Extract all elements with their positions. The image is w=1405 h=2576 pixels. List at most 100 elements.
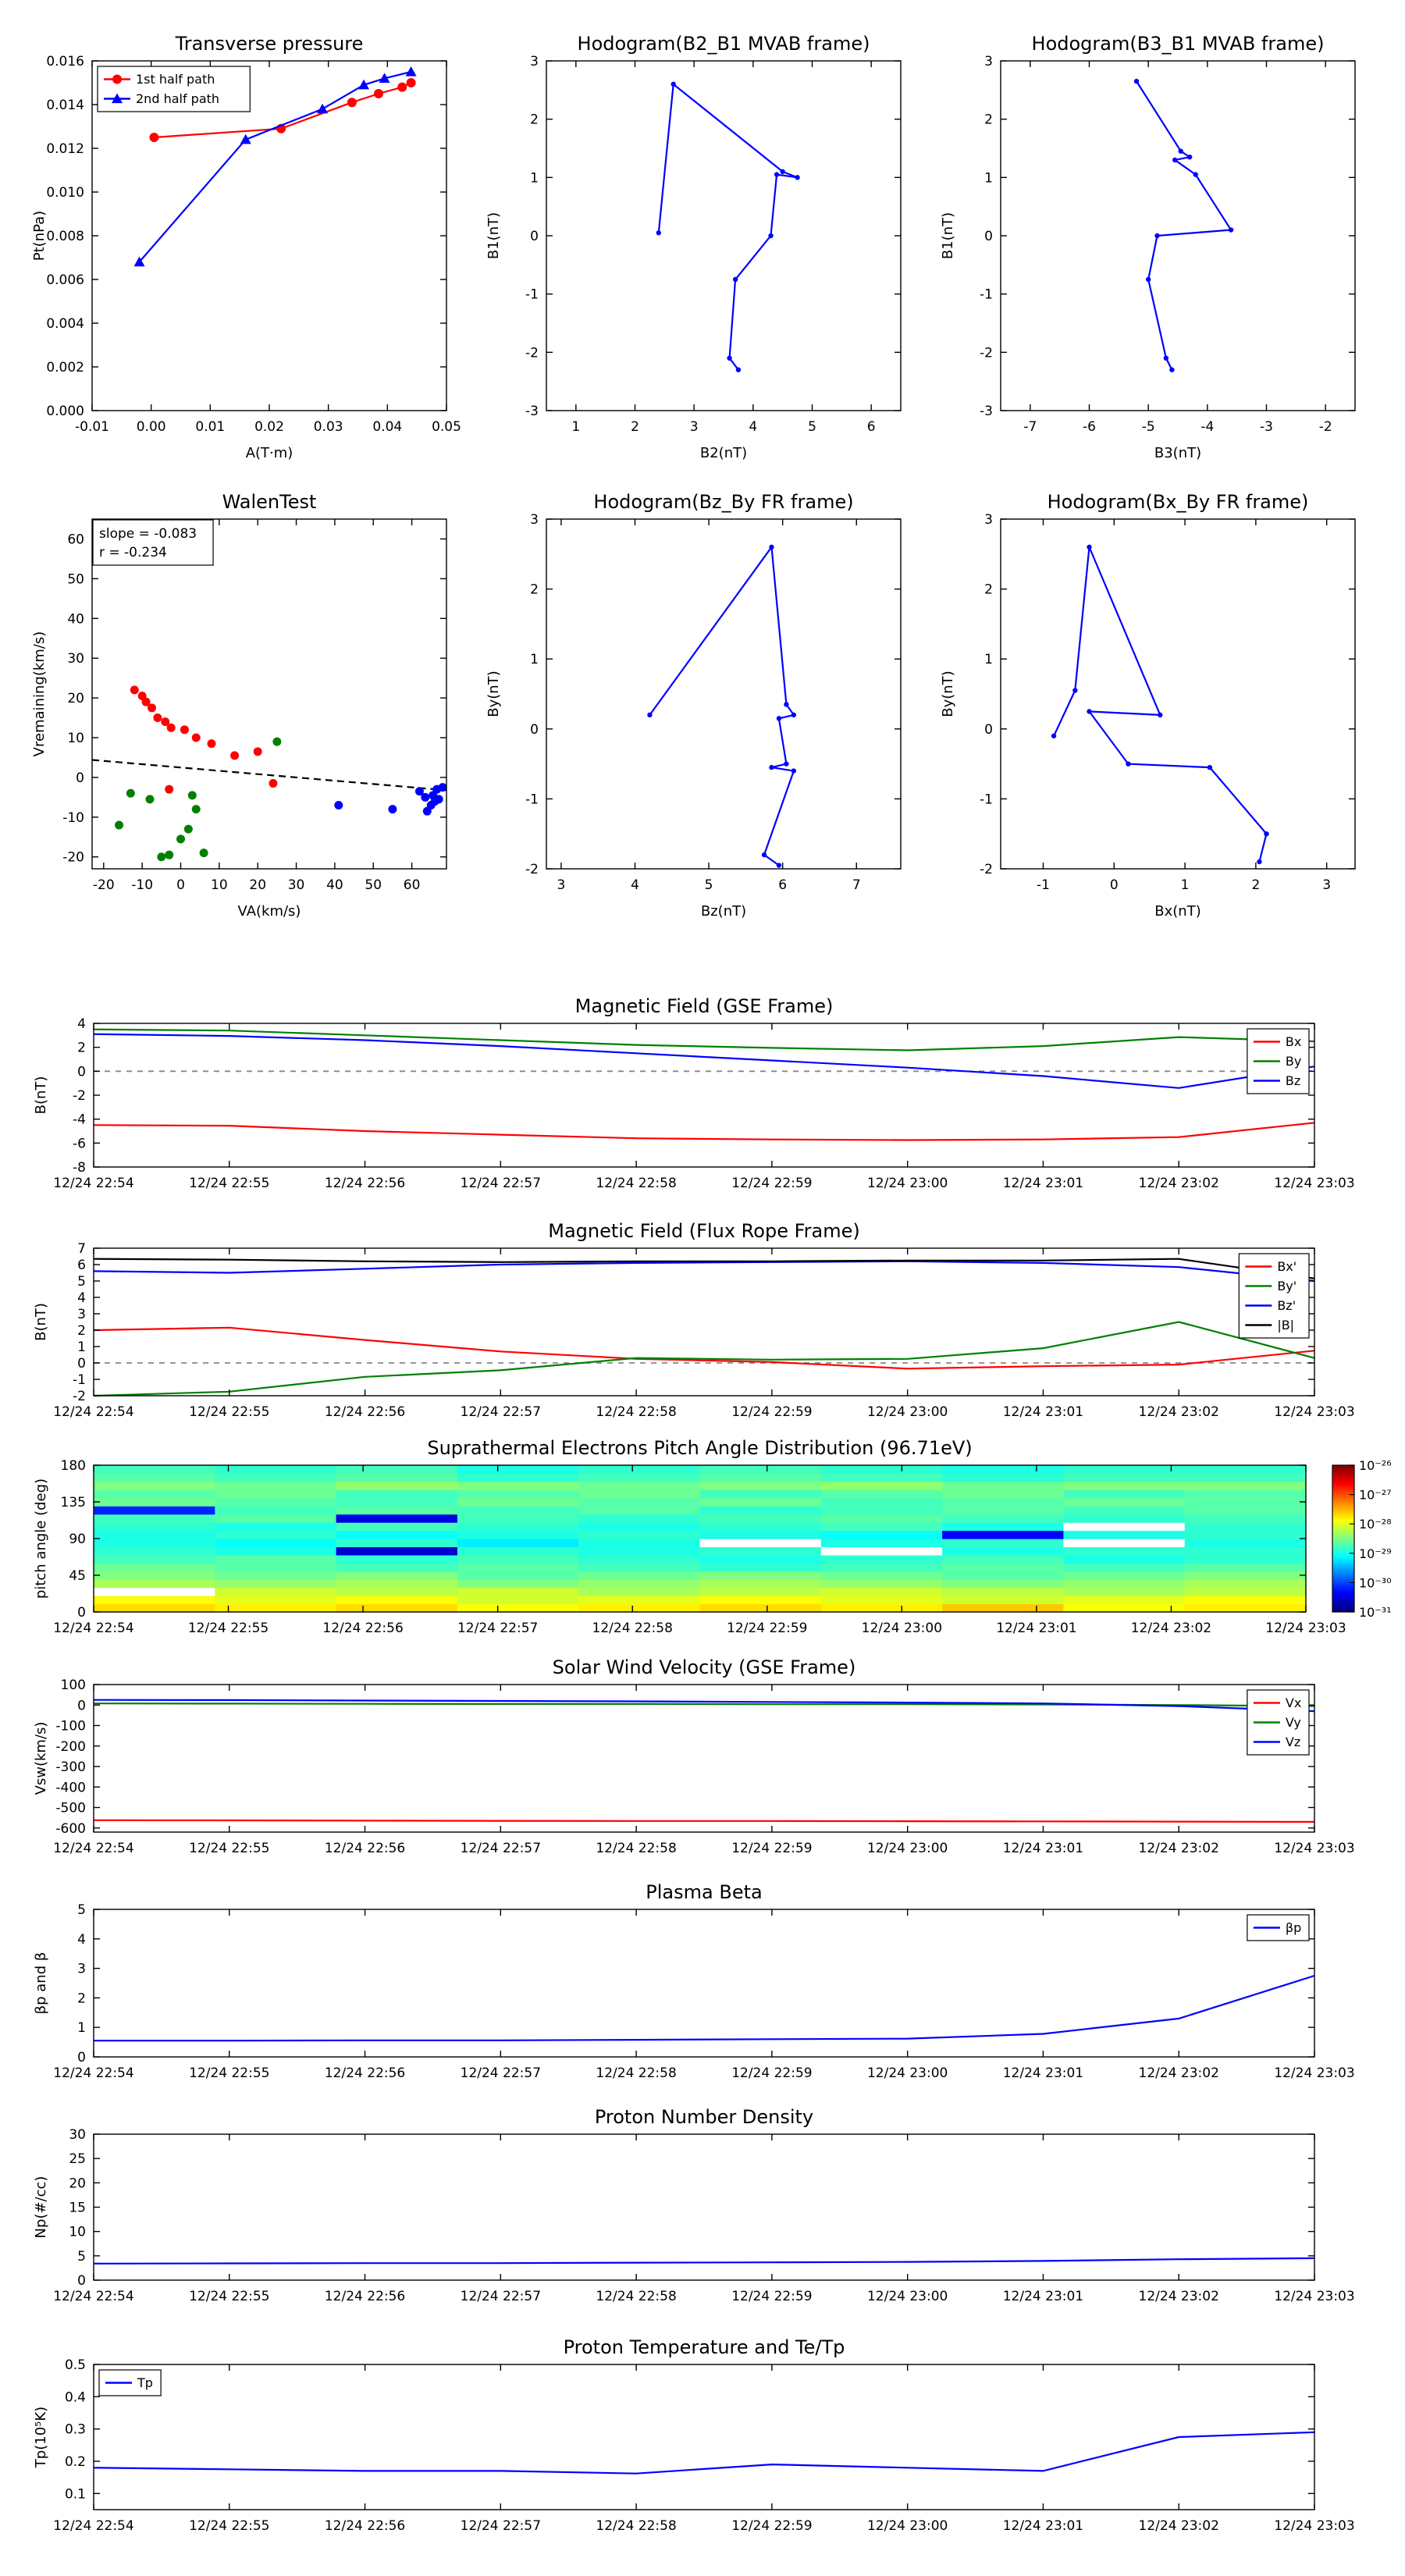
x-tick-label: 12/24 22:54	[53, 1841, 133, 1856]
x-tick-label: 12/24 23:02	[1139, 1176, 1219, 1191]
y-tick-label: 0.002	[46, 360, 84, 375]
y-tick-label: 4	[77, 1016, 86, 1032]
chart-solar-wind-velocity: 12/24 22:54 12/24 22:55 12/24 22:56 12/24 2…	[16, 1653, 1355, 1871]
legend-label: Vy	[1286, 1715, 1301, 1730]
x-tick-label: 12/24 23:00	[862, 1621, 942, 1636]
x-tick-label: 12/24 23:00	[867, 2065, 948, 2081]
y-tick-label: 0	[984, 229, 993, 244]
y-tick-label: -100	[55, 1719, 86, 1735]
transverse-pressure-svg: -0.01 0.00 0.01 0.02 0.03 0.04 0.05 0.000 0.002 0…	[31, 33, 461, 461]
y-axis-label: B(nT)	[33, 1076, 49, 1115]
x-tick-label: 12/24 23:03	[1274, 2289, 1354, 2304]
y-axis-label: Np(#/cc)	[33, 2176, 49, 2239]
x-tick-label: 1	[571, 419, 580, 435]
x-tick-label: -3	[1260, 419, 1273, 435]
y-tick-label: 0.008	[46, 229, 84, 244]
x-tick-label: 0.02	[254, 419, 284, 435]
series-B2-B1 path	[656, 81, 800, 372]
x-tick-label: 12/24 23:03	[1274, 2518, 1354, 2534]
x-tick-label: -0.01	[75, 419, 109, 435]
chart-title: Hodogram(B3_B1 MVAB frame)	[1032, 33, 1325, 55]
x-tick-label: 12/24 23:02	[1139, 1404, 1219, 1420]
y-tick-label: -4	[73, 1112, 86, 1128]
plasma-beta-svg: 12/24 22:54 12/24 22:55 12/24 22:56 12/24 2…	[33, 1881, 1355, 2081]
y-tick-label: 45	[69, 1568, 86, 1584]
y-tick-label: 7	[77, 1241, 86, 1257]
y-tick-label: 5	[77, 1274, 86, 1290]
x-tick-label: 12/24 22:58	[596, 1841, 676, 1856]
y-tick-label: 2	[77, 1323, 86, 1339]
hodogram-bx-by-svg: -1 0 1 2 3 -2 -1 0 1 2 3 Hodogram(Bx_By FR frame) Bx…	[940, 491, 1356, 920]
legend-label: βp	[1286, 1920, 1301, 1935]
y-tick-label: 180	[61, 1458, 86, 1474]
x-tick-label: 4	[749, 419, 757, 435]
y-tick-label: 15	[69, 2201, 86, 2216]
y-tick-label: 30	[67, 651, 84, 667]
y-tick-label: 3	[984, 512, 993, 528]
x-axis-label: A(T·m)	[246, 445, 293, 461]
x-tick-label: 12/24 22:57	[461, 1176, 541, 1191]
x-tick-label: 12/24 23:03	[1274, 2065, 1354, 2081]
y-tick-label: -3	[525, 404, 539, 419]
chart-title: Transverse pressure	[175, 33, 364, 55]
solar-wind-velocity-svg: 12/24 22:54 12/24 22:55 12/24 22:56 12/24 2…	[33, 1656, 1355, 1856]
x-tick-label: -10	[131, 877, 153, 893]
x-tick-label: 3	[1322, 877, 1331, 893]
chart-plasma-beta: 12/24 22:54 12/24 22:55 12/24 22:56 12/24 2…	[16, 1878, 1355, 2096]
series-2nd half points	[115, 737, 282, 862]
legend-label: Vz	[1286, 1735, 1300, 1749]
x-tick-label: 12/24 23:01	[996, 1621, 1076, 1636]
y-tick-label: 135	[61, 1495, 86, 1510]
y-tick-label: -2	[525, 345, 539, 361]
y-tick-label: -1	[73, 1372, 86, 1388]
y-tick-label: 1	[77, 2020, 86, 2036]
hodogram-b2-b1-svg: 1 2 3 4 5 6 -3 -2 -1 0 1 2 3 Hodogram(B2_B1 MVAB fram…	[486, 33, 902, 461]
legend-label: Vx	[1286, 1695, 1301, 1710]
y-tick-label: -400	[55, 1780, 86, 1795]
x-tick-label: 12/24 22:57	[461, 2518, 541, 2534]
y-tick-label: 0	[77, 1605, 86, 1621]
x-tick-label: 12/24 22:56	[325, 2065, 405, 2081]
chart-proton-temperature: 12/24 22:54 12/24 22:55 12/24 22:56 12/24 2…	[16, 2333, 1355, 2549]
y-tick-label: 0	[984, 722, 993, 738]
x-tick-label: 6	[778, 877, 787, 893]
chart-hodogram-b3-b1: -7 -6 -5 -4 -3 -2 -3 -2 -1 0 1 2 3 Hodogram(B3_B1 MVA…	[924, 26, 1377, 467]
series-Bx-By path	[1051, 544, 1269, 865]
chart-walen-test: -20 -10 0 10 20 30 40 50 60 -20 -10 0 10 20 30 40 50 60 Wa…	[16, 484, 468, 925]
y-tick-label: -2	[980, 345, 993, 361]
x-tick-label: 12/24 23:01	[1003, 1404, 1083, 1420]
x-tick-label: 12/24 23:01	[1003, 1176, 1083, 1191]
x-tick-label: -2	[1319, 419, 1332, 435]
y-tick-label: 1	[984, 170, 993, 186]
x-tick-label: 12/24 22:59	[731, 2289, 812, 2304]
x-tick-label: -5	[1142, 419, 1155, 435]
x-tick-label: 12/24 22:55	[189, 1841, 269, 1856]
legend-label: By	[1286, 1054, 1301, 1069]
legend-label: |B|	[1277, 1318, 1294, 1332]
legend-label: By'	[1277, 1279, 1297, 1293]
x-tick-label: 12/24 22:58	[596, 2289, 676, 2304]
chart-title: Magnetic Field (GSE Frame)	[575, 995, 834, 1017]
y-tick-label: 0	[77, 1064, 86, 1080]
y-tick-label: 10	[69, 2225, 86, 2240]
x-tick-label: 12/24 22:56	[325, 2518, 405, 2534]
chart-hodogram-bx-by: -1 0 1 2 3 -2 -1 0 1 2 3 Hodogram(Bx_By FR frame) Bx…	[924, 484, 1377, 925]
y-tick-label: 0.1	[65, 2486, 86, 2502]
series-boundary points	[334, 783, 447, 816]
y-tick-label: -2	[73, 1389, 86, 1404]
x-tick-label: 12/24 22:58	[596, 2065, 676, 2081]
colorbar-tick-label: 10⁻³⁰	[1359, 1575, 1392, 1590]
x-tick-label: 12/24 22:59	[731, 1404, 812, 1420]
y-axis-label: By(nT)	[940, 671, 956, 717]
x-tick-label: 12/24 22:54	[53, 2518, 133, 2534]
chart-title: Suprathermal Electrons Pitch Angle Distr…	[427, 1437, 972, 1459]
x-tick-label: 12/24 23:00	[867, 2518, 948, 2534]
x-axis-label: Bx(nT)	[1154, 903, 1200, 920]
y-tick-label: 0	[530, 722, 539, 738]
y-tick-label: -8	[73, 1160, 86, 1176]
x-axis-label: B3(nT)	[1154, 445, 1201, 461]
x-tick-label: 50	[365, 877, 382, 893]
x-tick-label: 4	[631, 877, 639, 893]
legend-label: 1st half path	[136, 72, 215, 87]
y-tick-label: -1	[525, 287, 539, 303]
